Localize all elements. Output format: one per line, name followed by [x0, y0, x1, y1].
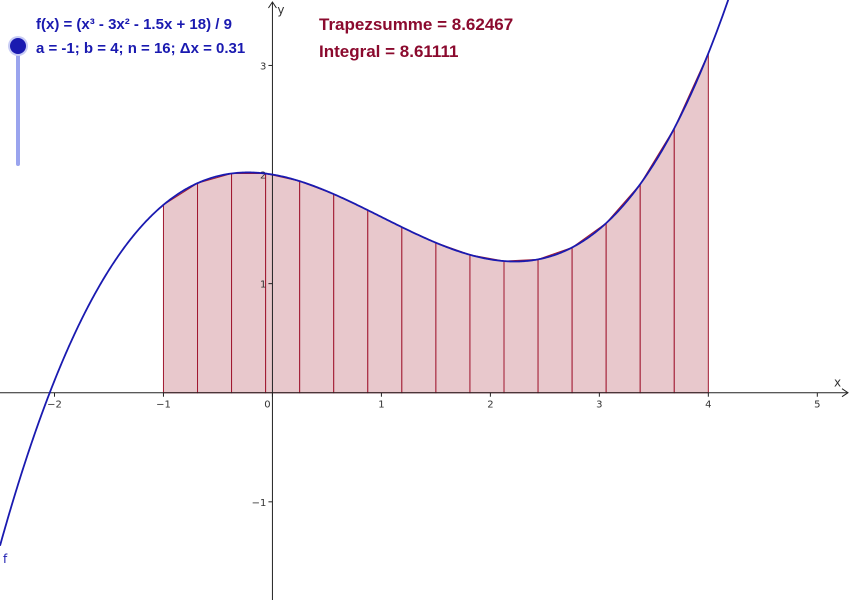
curve-name-label: f	[3, 552, 8, 566]
function-curve	[0, 0, 730, 547]
parameter-slider-track[interactable]	[16, 42, 20, 166]
parameter-values: a = -1; b = 4; n = 16; Δx = 0.31	[36, 40, 246, 57]
x-axis-arrow	[841, 388, 849, 398]
y-axis-arrow	[268, 1, 277, 9]
trapezoid-group	[162, 53, 709, 394]
trapezoid-2	[197, 172, 233, 394]
trapezoid-12	[537, 246, 573, 394]
trapezoid-6	[333, 193, 369, 394]
x-tick-label: −2	[47, 400, 62, 411]
integral-label: Integral = 8.61111	[319, 42, 459, 61]
x-tick-label: 5	[814, 400, 820, 411]
x-tick-label: 0	[264, 400, 270, 411]
trapezoid-9	[435, 242, 471, 394]
parameter-slider-knob[interactable]	[10, 38, 26, 54]
trapezoid-13	[571, 222, 607, 394]
trapezoid-11	[503, 258, 539, 394]
trapezoid-15	[639, 126, 675, 394]
trapezoid-1	[162, 182, 199, 394]
trapezoid-10	[469, 254, 505, 394]
y-tick-label: −1	[252, 498, 267, 509]
x-tick-label: 1	[378, 400, 384, 411]
y-tick-label: 3	[260, 61, 266, 72]
x-tick-label: 2	[487, 400, 493, 411]
function-definition: f(x) = (x³ - 3x² - 1.5x + 18) / 9	[36, 16, 232, 33]
x-tick-label: 3	[596, 400, 602, 411]
curve-group: f	[0, 0, 730, 566]
trapezoid-16	[673, 53, 709, 394]
x-axis-label: x	[834, 376, 841, 390]
trapezoid-5	[299, 180, 335, 394]
y-axis-label: y	[277, 3, 284, 17]
trapezoid-14	[605, 182, 641, 394]
x-tick-label: −1	[156, 400, 171, 411]
trapezoid-sum-label: Trapezsumme = 8.62467	[319, 15, 514, 34]
y-tick-label: 2	[260, 171, 266, 182]
y-tick-label: 1	[260, 280, 266, 291]
trapezoid-8	[401, 226, 437, 394]
trapezoid-7	[367, 209, 403, 394]
x-tick-label: 4	[705, 400, 711, 411]
